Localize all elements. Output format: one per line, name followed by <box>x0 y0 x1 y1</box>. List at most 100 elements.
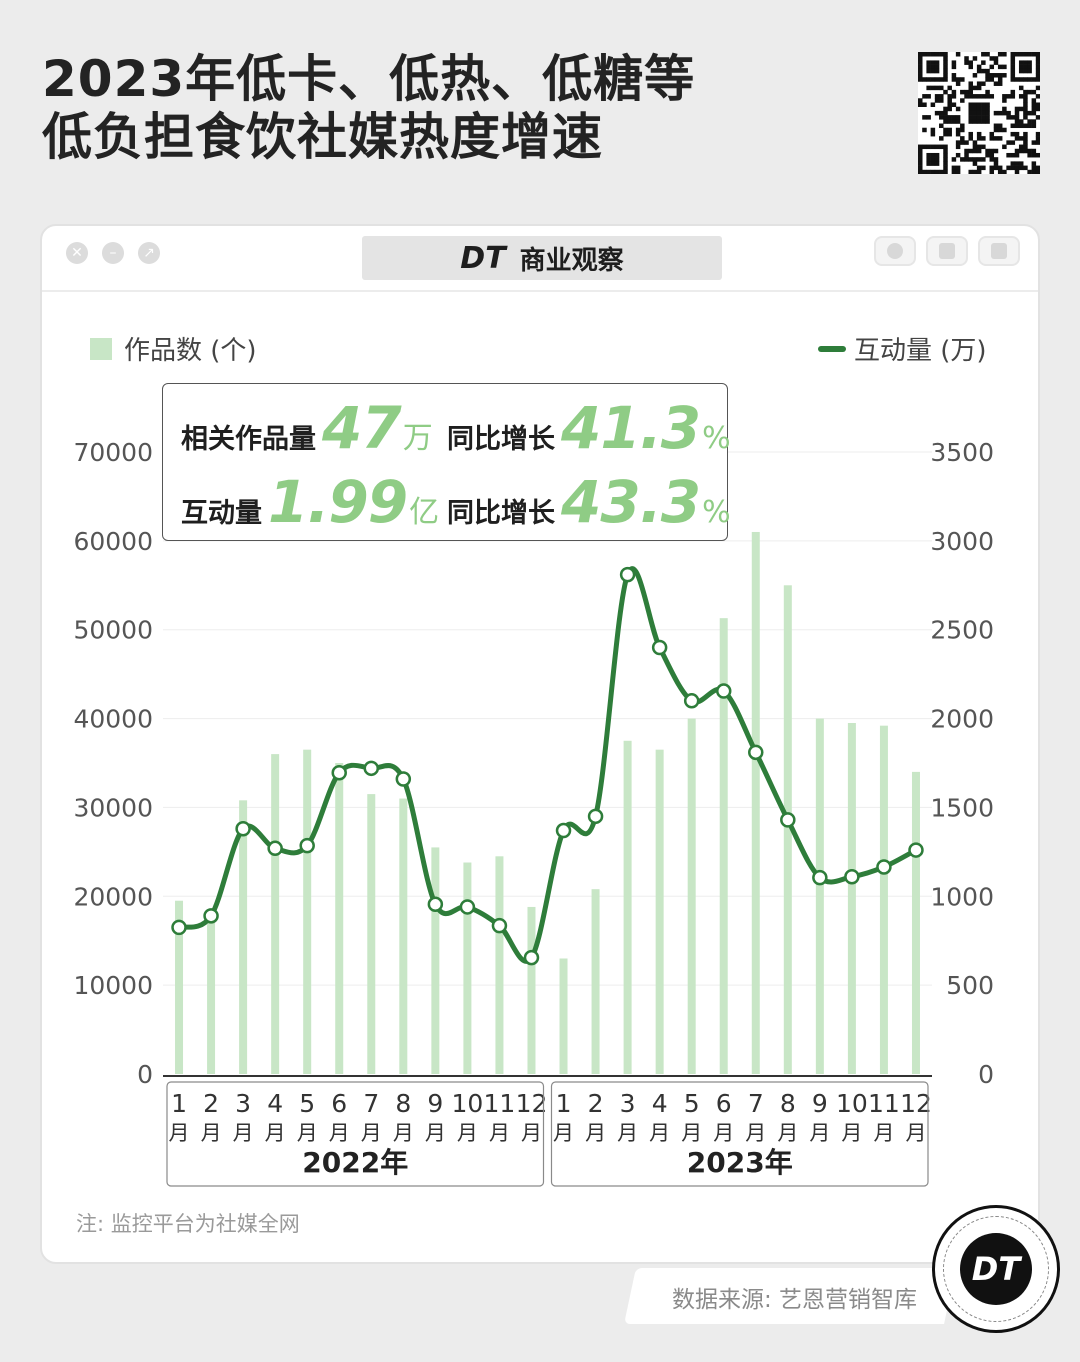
x-tick-label: 1 <box>556 1089 572 1118</box>
qr-module <box>976 106 982 112</box>
qr-module <box>960 123 965 129</box>
qr-module <box>1006 165 1011 171</box>
qr-module <box>934 98 940 103</box>
y-right-tick-label: 2500 <box>930 616 994 645</box>
copy-icon[interactable] <box>978 236 1020 266</box>
qr-module <box>1035 77 1041 82</box>
qr-module <box>976 94 982 99</box>
qr-module <box>955 119 961 124</box>
qr-module <box>1014 161 1020 166</box>
qr-module <box>1027 152 1032 158</box>
line-point <box>748 744 764 761</box>
qr-module <box>1027 89 1032 95</box>
x-tick-label: 5 <box>684 1089 700 1118</box>
stat-inter-label: 互动量 <box>181 498 262 529</box>
qr-module <box>1035 60 1041 65</box>
y-left-tick-label: 20000 <box>73 882 153 911</box>
qr-module <box>976 131 982 137</box>
close-icon[interactable]: ✕ <box>66 242 88 264</box>
y-right-tick-label: 1500 <box>930 793 994 822</box>
qr-module <box>947 98 952 103</box>
restore-icon[interactable]: ↗ <box>138 242 160 264</box>
y-left-tick-label: 10000 <box>73 971 153 1000</box>
qr-module <box>1010 52 1016 57</box>
qr-module <box>939 136 944 141</box>
x-tick-label: 5 <box>299 1089 315 1118</box>
qr-module <box>964 152 969 158</box>
qr-module <box>947 131 952 137</box>
qr-module <box>1031 89 1037 95</box>
qr-module <box>926 152 931 158</box>
qr-module <box>1014 165 1020 171</box>
record-icon[interactable] <box>874 236 916 266</box>
qr-module <box>981 136 986 141</box>
qr-module <box>930 64 936 70</box>
qr-module <box>1010 115 1016 120</box>
qr-module <box>1014 77 1020 82</box>
title-line-1: 2023年低卡、低热、低糖等 <box>42 50 696 108</box>
qr-module <box>918 102 923 107</box>
qr-module <box>1010 64 1016 70</box>
qr-module <box>918 169 923 175</box>
qr-module <box>1031 165 1037 171</box>
qr-module <box>989 157 995 162</box>
qr-module <box>922 144 927 150</box>
qr-module <box>922 77 927 82</box>
qr-module <box>993 127 999 133</box>
y-left-tick-label: 30000 <box>73 793 153 822</box>
legend-line-label: 互动量 (万) <box>854 336 987 366</box>
bar <box>559 958 568 1074</box>
qr-module <box>968 85 973 91</box>
qr-module <box>955 77 961 82</box>
x-tick-suffix: 月 <box>905 1121 926 1145</box>
qr-module <box>918 64 923 70</box>
qr-module <box>918 73 923 78</box>
x-tick-label: 11 <box>484 1089 516 1118</box>
qr-module <box>1002 110 1007 116</box>
qr-module <box>976 119 982 124</box>
qr-module <box>968 136 973 141</box>
minimize-icon[interactable]: – <box>102 242 124 264</box>
x-tick-suffix: 月 <box>681 1121 702 1145</box>
qr-module <box>947 119 952 124</box>
qr-module <box>1031 123 1037 129</box>
qr-module <box>1023 115 1028 120</box>
qr-module <box>926 161 931 166</box>
line-point <box>203 908 219 924</box>
qr-module <box>1014 119 1020 124</box>
qr-module <box>985 89 990 95</box>
qr-module <box>981 81 986 86</box>
year-group-label: 2023年 <box>687 1146 793 1179</box>
qr-module <box>997 127 1003 133</box>
qr-module <box>943 127 948 133</box>
qr-module <box>1014 123 1020 129</box>
share-icon[interactable] <box>926 236 968 266</box>
bar <box>495 856 504 1074</box>
qr-module <box>939 85 944 91</box>
line-point <box>331 765 347 781</box>
qr-module <box>1018 123 1024 129</box>
qr-module <box>989 94 995 99</box>
qr-module <box>993 123 999 129</box>
qr-module <box>976 68 982 74</box>
qr-module <box>918 60 923 65</box>
x-tick-suffix: 月 <box>457 1121 478 1145</box>
qr-module <box>922 102 927 107</box>
qr-module <box>1023 68 1028 74</box>
qr-module <box>1027 68 1032 74</box>
x-tick-label: 4 <box>652 1089 668 1118</box>
qr-module <box>997 81 1003 86</box>
line-point <box>619 566 636 583</box>
qr-module <box>951 94 957 99</box>
qr-module <box>926 157 931 162</box>
line-point <box>908 842 924 858</box>
qr-module <box>989 77 995 82</box>
qr-module <box>1023 64 1028 70</box>
qr-module <box>918 161 923 166</box>
y-left-tick-label: 50000 <box>73 616 153 645</box>
qr-module <box>968 110 973 116</box>
x-tick-suffix: 月 <box>617 1121 638 1145</box>
qr-module <box>934 64 940 70</box>
qr-module <box>972 144 978 150</box>
qr-module <box>947 115 952 120</box>
